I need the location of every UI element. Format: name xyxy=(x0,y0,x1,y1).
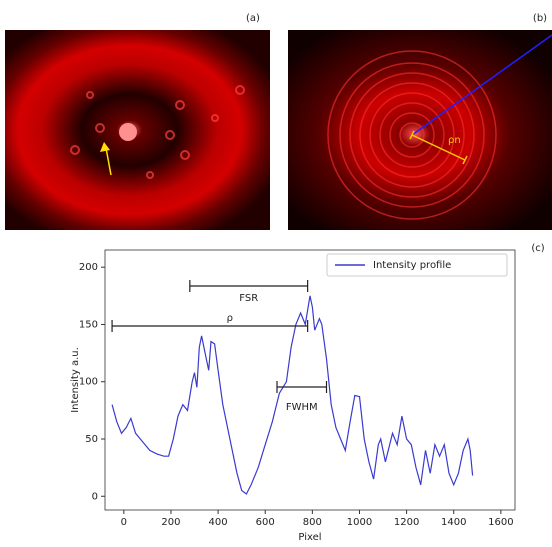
image-a xyxy=(5,30,270,230)
chart: 0 200 400 600 800 1000 1200 1400 1600 0 50 100 150 20… xyxy=(70,249,516,543)
annotation: FWHM xyxy=(286,402,318,413)
x-tick-label: 1200 xyxy=(394,517,419,528)
panel-a: (a) xyxy=(5,13,270,230)
panel-label: (b) xyxy=(533,13,547,24)
rho-bracket xyxy=(411,134,466,161)
x-tick-label: 1400 xyxy=(441,517,466,528)
y-axis-label: Intensity a.u. xyxy=(70,347,81,413)
radius-line xyxy=(411,34,552,136)
x-tick-label: 200 xyxy=(161,517,180,528)
legend-label: Intensity profile xyxy=(373,260,451,271)
y-tick-label: 100 xyxy=(79,377,98,388)
panel-b: ρn (b) xyxy=(288,13,552,230)
annotation: FSR xyxy=(239,293,258,304)
y-tick-label: 50 xyxy=(85,434,98,445)
arrow xyxy=(105,147,112,176)
panel-label: (c) xyxy=(531,243,544,254)
x-axis-label: Pixel xyxy=(298,532,321,543)
x-tick-label: 1000 xyxy=(347,517,372,528)
arrow-head xyxy=(100,142,110,152)
legend-box xyxy=(326,253,508,277)
annotation: ρ xyxy=(227,313,233,324)
line xyxy=(111,295,474,495)
spot xyxy=(119,123,137,141)
y-tick-label: 200 xyxy=(79,262,98,273)
rho-n: ρn xyxy=(448,135,461,146)
x-tick-label: 800 xyxy=(303,517,322,528)
y-tick-label: 0 xyxy=(92,491,98,502)
x-tick-label: 0 xyxy=(121,517,127,528)
speckles xyxy=(70,85,245,179)
y-tick-label: 150 xyxy=(79,319,98,330)
plot-frame xyxy=(104,249,516,511)
x-tick-label: 400 xyxy=(209,517,228,528)
rings xyxy=(327,50,497,220)
x-tick-label: 1600 xyxy=(488,517,513,528)
panel-label: (a) xyxy=(246,13,260,24)
x-tick-label: 600 xyxy=(256,517,275,528)
